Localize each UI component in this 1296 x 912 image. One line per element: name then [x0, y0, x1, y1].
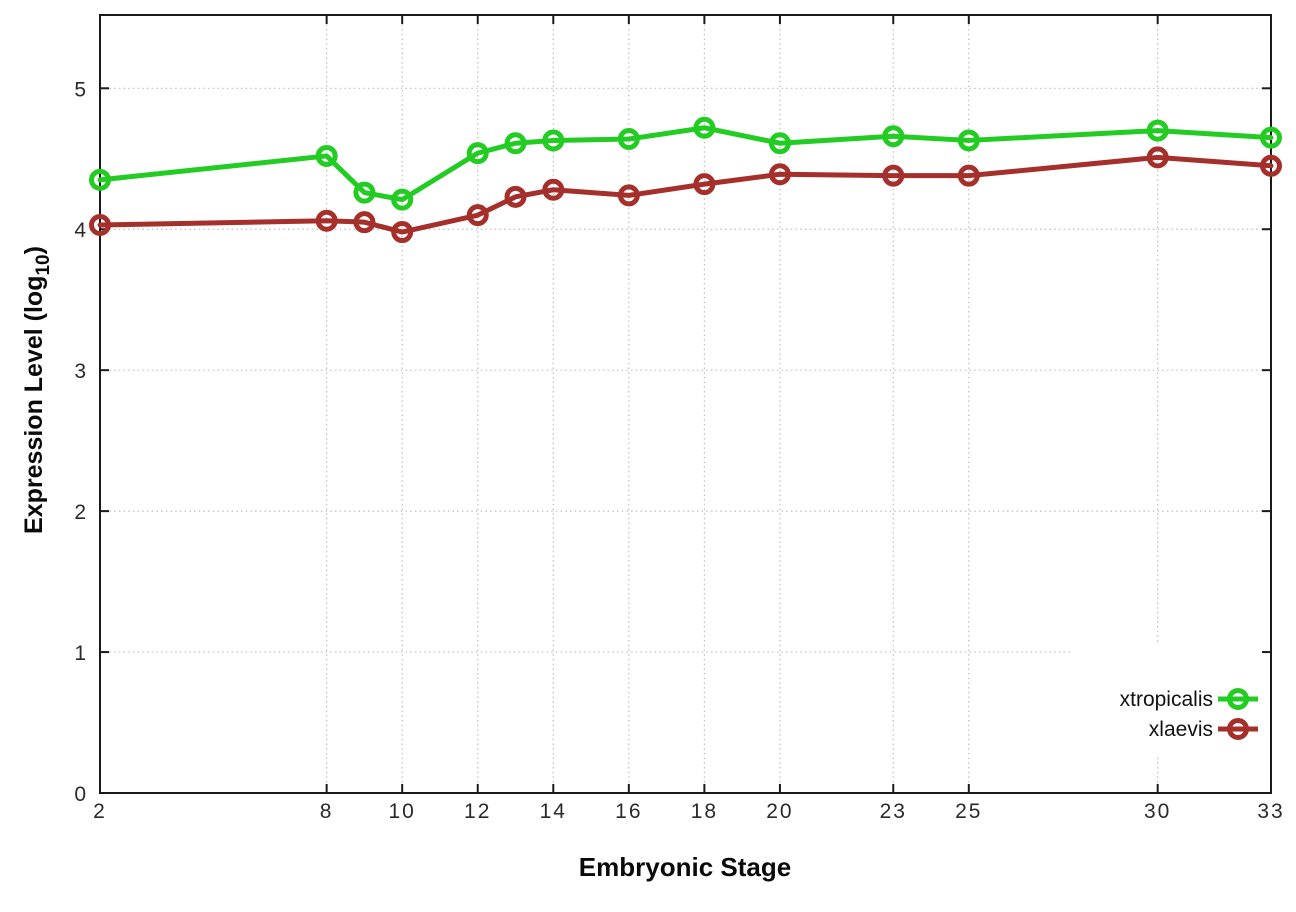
legend-label-xlaevis: xlaevis: [1149, 718, 1213, 741]
data-point-xlaevis: [391, 221, 414, 244]
y-tick-label: 3: [74, 360, 88, 383]
x-tick-label: 2: [93, 800, 107, 823]
data-point-xtropicalis: [504, 132, 527, 155]
data-point-xtropicalis: [1260, 126, 1282, 149]
x-tick-label: 14: [540, 800, 567, 823]
tick-layer: [99, 15, 1272, 794]
y-tick-label: 0: [74, 783, 88, 806]
data-point-xlaevis: [1146, 146, 1169, 169]
plot-border: [99, 14, 1272, 794]
x-tick-label: 16: [615, 800, 642, 823]
x-tick-label: 10: [389, 800, 416, 823]
data-point-xtropicalis: [768, 132, 791, 155]
series-layer: [89, 116, 1282, 244]
x-tick-label: 20: [766, 800, 793, 823]
data-point-xlaevis: [466, 204, 489, 227]
x-tick-label: 18: [691, 800, 718, 823]
series-line-xlaevis: [97, 154, 1274, 235]
data-point-xlaevis: [1260, 154, 1282, 177]
data-point-xlaevis: [957, 164, 980, 187]
data-point-xtropicalis: [882, 125, 905, 148]
y-tick-label: 5: [74, 78, 88, 101]
data-point-xtropicalis: [617, 128, 640, 151]
data-point-xlaevis: [89, 214, 111, 237]
x-tick-label: 8: [320, 800, 334, 823]
legend-marker-xlaevis: [1227, 718, 1249, 740]
y-axis-title-subscript: 10: [33, 254, 54, 275]
legend-item-xtropicalis: xtropicalis: [1120, 688, 1258, 711]
data-point-xlaevis: [353, 211, 376, 234]
data-point-xlaevis: [315, 209, 338, 232]
data-point-xtropicalis: [1146, 119, 1169, 142]
legend-item-xlaevis: xlaevis: [1149, 718, 1258, 741]
series-xtropicalis: [89, 116, 1282, 211]
legend-label-xtropicalis: xtropicalis: [1120, 688, 1213, 711]
y-tick-label: 2: [74, 501, 88, 524]
x-tick-label: 33: [1257, 800, 1284, 823]
data-point-xtropicalis: [353, 181, 376, 204]
data-point-xlaevis: [617, 184, 640, 207]
x-tick-label: 12: [464, 800, 491, 823]
data-point-xtropicalis: [693, 116, 716, 139]
data-point-xtropicalis: [315, 144, 338, 167]
y-axis-title: Expression Level (log10): [20, 246, 54, 534]
data-point-xtropicalis: [466, 142, 489, 165]
legend-marker-xtropicalis: [1227, 688, 1249, 710]
data-point-xlaevis: [882, 164, 905, 187]
x-tick-label: 25: [955, 800, 982, 823]
data-point-xtropicalis: [957, 129, 980, 152]
data-point-xlaevis: [768, 163, 791, 186]
data-point-xlaevis: [542, 178, 565, 201]
x-tick-label: 30: [1144, 800, 1171, 823]
x-tick-label: 23: [880, 800, 907, 823]
y-tick-label: 4: [74, 219, 88, 242]
y-tick-label: 1: [74, 642, 88, 665]
data-point-xtropicalis: [542, 129, 565, 152]
data-point-xtropicalis: [89, 168, 111, 191]
data-point-xtropicalis: [391, 188, 414, 211]
data-point-xlaevis: [504, 185, 527, 208]
x-axis-title: Embryonic Stage: [579, 852, 791, 882]
y-axis-title-main: Expression Level (log: [20, 276, 48, 534]
data-point-xlaevis: [693, 173, 716, 196]
series-xlaevis: [89, 146, 1282, 244]
y-axis-title-close: ): [20, 246, 48, 254]
legend: xtropicalis xlaevis: [1120, 688, 1258, 741]
